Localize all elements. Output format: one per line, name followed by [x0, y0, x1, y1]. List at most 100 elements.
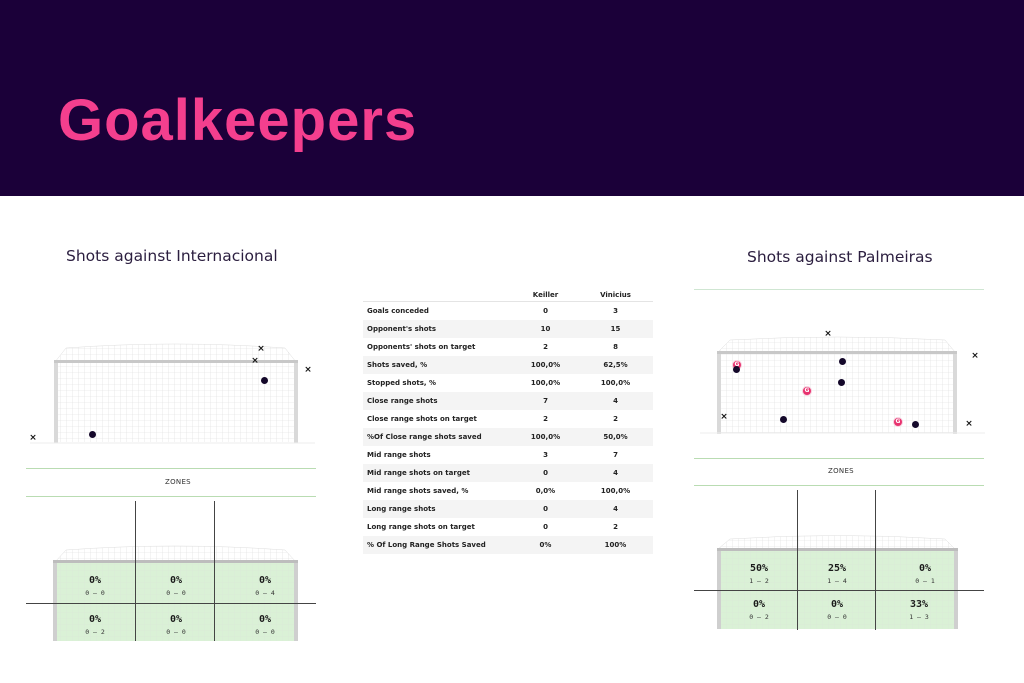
shot-saved-icon [779, 415, 787, 423]
zone-cell: 0% 0 – 0 [166, 614, 186, 636]
shot-saved-icon [911, 420, 919, 428]
shot-off-target-icon: × [304, 365, 312, 375]
page-title: Goalkeepers [58, 88, 418, 153]
stat-value: 100,0% [530, 361, 561, 369]
table-row: Shots saved, % 100,0% 62,5% [363, 356, 653, 374]
stat-value: 4 [613, 397, 618, 405]
stat-value: 0,0% [535, 487, 556, 495]
table-row: %Of Close range shots saved 100,0% 50,0% [363, 428, 653, 446]
stat-value: 3 [613, 307, 618, 315]
table-row: Long range shots 0 4 [363, 500, 653, 518]
stat-value: 15 [610, 325, 621, 333]
stat-value: 100,0% [600, 379, 631, 387]
stat-value: 0 [543, 523, 548, 531]
stat-value: 62,5% [603, 361, 628, 369]
stat-value: 10 [540, 325, 551, 333]
stat-label: Close range shots on target [367, 415, 477, 423]
table-row: Opponent's shots 10 15 [363, 320, 653, 338]
shot-off-target-icon: × [251, 356, 259, 366]
stat-value: 100,0% [600, 487, 631, 495]
stat-value: 50,0% [603, 433, 628, 441]
stat-label: Mid range shots on target [367, 469, 470, 477]
stat-value: 7 [613, 451, 618, 459]
stat-label: Close range shots [367, 397, 438, 405]
shot-saved-icon [837, 378, 845, 386]
zone-cell: 25% 1 – 4 [827, 563, 847, 585]
goal-conceded-icon: G [893, 417, 903, 427]
right-panel-title: Shots against Palmeiras [747, 248, 933, 266]
stat-value: 0 [543, 505, 548, 513]
stat-value: 0 [543, 469, 548, 477]
stat-value: 0 [543, 307, 548, 315]
goalkeeper-stats-table: Keiller Vinicius Goals conceded 0 3 Opponen… [363, 289, 653, 554]
shot-saved-icon [260, 376, 268, 384]
left-panel-title: Shots against Internacional [66, 247, 278, 265]
stat-label: Opponent's shots [367, 325, 437, 333]
zones-divider-bottom [694, 485, 984, 486]
shot-saved-icon [838, 357, 846, 365]
zones-divider-bottom [26, 496, 316, 497]
zone-cell: 0% 0 – 2 [749, 599, 769, 621]
table-row: Long range shots on target 0 2 [363, 518, 653, 536]
goal-conceded-icon: G [802, 386, 812, 396]
table-header: Keiller Vinicius [363, 289, 653, 302]
stat-value: 3 [543, 451, 548, 459]
stat-value: 2 [543, 343, 548, 351]
table-row: Opponents' shots on target 2 8 [363, 338, 653, 356]
stat-label: Mid range shots saved, % [367, 487, 469, 495]
stat-value: 100% [604, 541, 627, 549]
goal-frame-icon [30, 343, 315, 444]
stat-value: 4 [613, 469, 618, 477]
table-row: Close range shots on target 2 2 [363, 410, 653, 428]
shot-saved-icon [88, 430, 96, 438]
stat-label: Mid range shots [367, 451, 431, 459]
zone-cell: 0% 0 – 0 [255, 614, 275, 636]
zone-cell: 0% 0 – 0 [85, 575, 105, 597]
shot-off-target-icon: × [720, 412, 728, 422]
table-row: Mid range shots saved, % 0,0% 100,0% [363, 482, 653, 500]
stat-value: 4 [613, 505, 618, 513]
stat-label: Stopped shots, % [367, 379, 436, 387]
stat-value: 100,0% [530, 433, 561, 441]
table-row: Close range shots 7 4 [363, 392, 653, 410]
stat-value: 2 [543, 415, 548, 423]
stat-label: Long range shots [367, 505, 436, 513]
column-vinicius: Vinicius [600, 291, 631, 299]
right-zones-label: ZONES [828, 467, 854, 475]
zone-cell: 0% 0 – 4 [255, 575, 275, 597]
stat-value: 2 [613, 415, 618, 423]
right-panel-divider [694, 289, 984, 290]
left-zones-label: ZONES [165, 478, 191, 486]
table-row: % Of Long Range Shots Saved 0% 100% [363, 536, 653, 554]
zones-divider-top [694, 458, 984, 459]
zones-divider-top [26, 468, 316, 469]
table-row: Mid range shots 3 7 [363, 446, 653, 464]
zone-cell: 0% 0 – 2 [85, 614, 105, 636]
zone-cell: 0% 0 – 1 [915, 563, 935, 585]
shot-off-target-icon: × [971, 351, 979, 361]
shot-off-target-icon: × [965, 419, 973, 429]
stat-value: 7 [543, 397, 548, 405]
column-keiller: Keiller [532, 291, 559, 299]
stat-label: Opponents' shots on target [367, 343, 476, 351]
zone-cell: 50% 1 – 2 [749, 563, 769, 585]
stat-label: % Of Long Range Shots Saved [367, 541, 486, 549]
shot-off-target-icon: × [257, 344, 265, 354]
shot-off-target-icon: × [824, 329, 832, 339]
stat-value: 100,0% [530, 379, 561, 387]
stat-value: 0% [539, 541, 552, 549]
stat-label: Goals conceded [367, 307, 429, 315]
shot-saved-icon [732, 365, 740, 373]
stat-label: %Of Close range shots saved [367, 433, 482, 441]
stat-label: Shots saved, % [367, 361, 428, 369]
zone-cell: 0% 0 – 0 [827, 599, 847, 621]
table-row: Goals conceded 0 3 [363, 302, 653, 320]
stat-value: 8 [613, 343, 618, 351]
header-banner: Goalkeepers [0, 0, 1024, 196]
zone-cell: 33% 1 – 3 [909, 599, 929, 621]
table-row: Stopped shots, % 100,0% 100,0% [363, 374, 653, 392]
zone-cell: 0% 0 – 0 [166, 575, 186, 597]
shot-off-target-icon: × [29, 433, 37, 443]
stat-value: 2 [613, 523, 618, 531]
table-row: Mid range shots on target 0 4 [363, 464, 653, 482]
